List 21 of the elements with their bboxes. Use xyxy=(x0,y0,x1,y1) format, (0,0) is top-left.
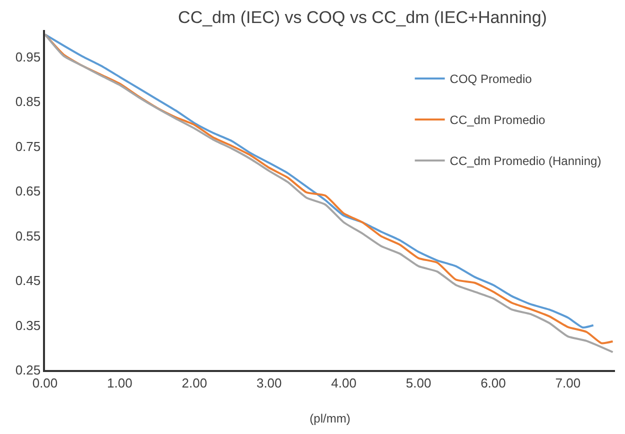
x-tick-label: 7.00 xyxy=(555,375,581,390)
x-tick-label: 4.00 xyxy=(331,375,356,390)
x-tick-label: 2.00 xyxy=(182,375,208,390)
y-tick-label: 0.35 xyxy=(15,318,41,333)
x-tick-label: 3.00 xyxy=(256,375,282,390)
y-tick-label: 0.45 xyxy=(15,273,41,288)
x-tick-label: 6.00 xyxy=(480,375,506,390)
y-tick-label: 0.65 xyxy=(15,184,41,199)
legend-label: CC_dm Promedio xyxy=(450,113,546,128)
x-tick-label: 1.00 xyxy=(107,375,132,390)
legend-label: CC_dm Promedio (Hanning) xyxy=(450,154,602,168)
x-tick-label: 5.00 xyxy=(406,375,432,390)
x-axis-title: (pl/mm) xyxy=(310,412,350,426)
x-tick-label: 0.00 xyxy=(32,375,58,390)
y-tick-label: 0.55 xyxy=(15,228,41,244)
y-tick-label: 0.75 xyxy=(15,138,41,154)
legend-label: COQ Promedio xyxy=(450,72,532,86)
chart-title: CC_dm (IEC) vs COQ vs CC_dm (IEC+Hanning) xyxy=(178,8,547,27)
y-tick-label: 0.95 xyxy=(15,49,41,64)
y-tick-label: 0.25 xyxy=(15,362,41,378)
y-tick-label: 0.85 xyxy=(15,94,41,110)
